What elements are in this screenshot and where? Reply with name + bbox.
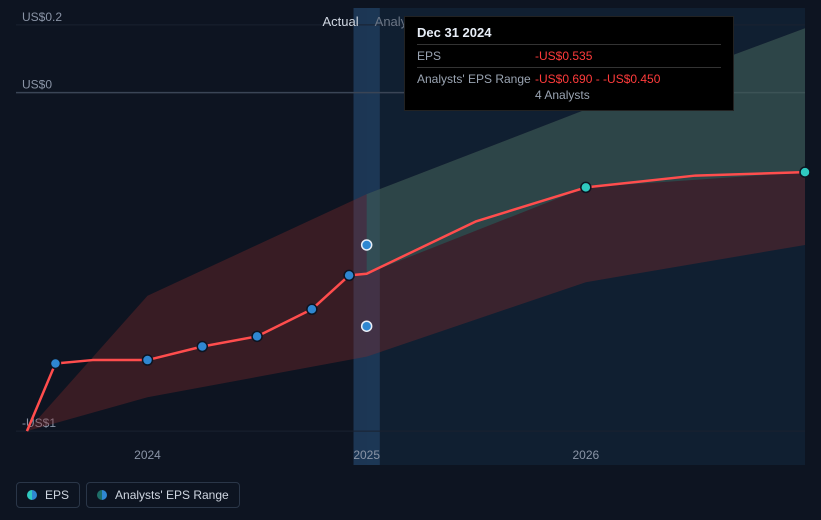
chart-tooltip: Dec 31 2024 EPS -US$0.535 Analysts' EPS …	[404, 16, 734, 111]
tooltip-date: Dec 31 2024	[417, 25, 721, 40]
tooltip-analyst-count: 4 Analysts	[535, 88, 721, 102]
tooltip-row-range: Analysts' EPS Range -US$0.690 - -US$0.45…	[417, 72, 721, 86]
svg-text:2025: 2025	[353, 448, 380, 462]
tooltip-value: -US$0.690 - -US$0.450	[535, 72, 660, 86]
tooltip-row-eps: EPS -US$0.535	[417, 49, 721, 63]
tooltip-label: EPS	[417, 49, 535, 63]
legend-swatch	[97, 490, 107, 500]
tooltip-label: Analysts' EPS Range	[417, 72, 535, 86]
legend-label: Analysts' EPS Range	[115, 488, 229, 502]
chart-legend: EPS Analysts' EPS Range	[16, 482, 240, 508]
svg-text:US$0.2: US$0.2	[22, 10, 62, 24]
svg-text:Actual: Actual	[323, 14, 359, 29]
legend-swatch	[27, 490, 37, 500]
legend-item-eps[interactable]: EPS	[16, 482, 80, 508]
svg-text:2026: 2026	[572, 448, 599, 462]
legend-item-range[interactable]: Analysts' EPS Range	[86, 482, 240, 508]
svg-text:US$0: US$0	[22, 78, 52, 92]
legend-label: EPS	[45, 488, 69, 502]
tooltip-value: -US$0.535	[535, 49, 592, 63]
svg-text:2024: 2024	[134, 448, 161, 462]
eps-chart: US$0.2US$0-US$1202420252026ActualAnalyst…	[0, 0, 821, 520]
